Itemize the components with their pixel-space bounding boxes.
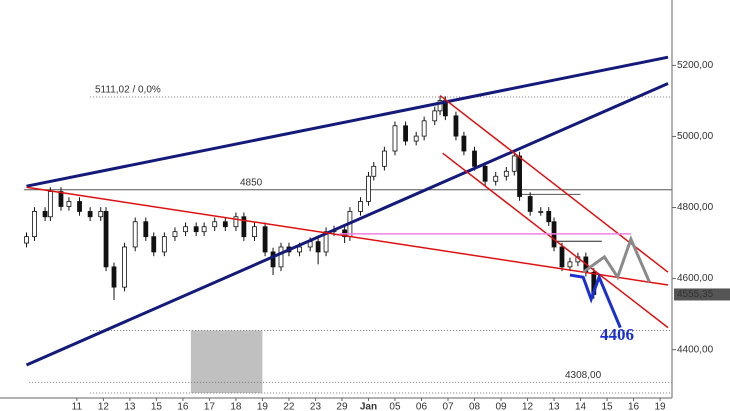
candle-body	[122, 246, 127, 288]
candle-body	[172, 231, 178, 238]
projection-line	[569, 273, 622, 329]
candle-body	[111, 266, 117, 288]
x-tick-label: 15	[601, 402, 613, 411]
shaded-region	[190, 330, 263, 394]
trend-line	[26, 55, 669, 188]
candle-body	[233, 216, 239, 228]
candle-body	[503, 170, 509, 177]
x-tick-label: 07	[442, 402, 454, 411]
candle-body	[323, 231, 329, 253]
x-tick-label: 06	[416, 402, 428, 411]
last-price-label: 4555,35	[677, 289, 714, 300]
candle-body	[567, 261, 573, 268]
reference-label: 4308,00	[565, 370, 602, 381]
candle-body	[47, 191, 53, 218]
x-tick-label: 14	[575, 402, 587, 411]
candle-body	[493, 175, 499, 182]
candle-body	[24, 236, 29, 244]
candle-body	[278, 246, 284, 268]
candle-body	[453, 115, 459, 137]
candle-body	[222, 221, 228, 228]
candle-body	[262, 226, 268, 253]
x-tick-label: 16	[177, 402, 189, 411]
candle-body	[517, 155, 522, 197]
y-tick-label: 4600,00	[677, 273, 714, 284]
candle-body	[432, 110, 438, 122]
candle-body	[461, 135, 467, 152]
x-tick-label: 09	[495, 402, 507, 411]
x-tick-label: 23	[310, 402, 322, 411]
x-tick-label: 12	[522, 402, 534, 411]
candle-body	[161, 236, 167, 253]
candle-body	[413, 135, 419, 142]
candle-body	[193, 226, 199, 233]
candle-body	[32, 211, 37, 238]
candle-body	[58, 191, 64, 207]
candle-body	[559, 246, 565, 268]
x-tick-label: 19	[257, 402, 269, 411]
candle-body	[98, 211, 104, 218]
candle-body	[358, 201, 363, 212]
y-tick-label: 4400,00	[677, 344, 714, 355]
candle-body	[77, 201, 82, 212]
candle-body	[392, 125, 398, 152]
x-tick-label: 13	[548, 402, 560, 411]
x-tick-label: 19	[655, 402, 667, 411]
x-tick-label: 05	[389, 402, 401, 411]
candle-body	[270, 251, 276, 268]
last-price-box	[674, 288, 730, 301]
candle-body	[472, 150, 477, 167]
candle-body	[201, 226, 207, 233]
candle-body	[381, 150, 387, 167]
trend-line	[442, 152, 669, 329]
x-tick-label: 13	[124, 402, 136, 411]
candle-body	[151, 236, 157, 253]
x-tick-label: Jan	[360, 402, 377, 411]
candle-body	[143, 221, 149, 238]
reference-label: 4850	[240, 177, 263, 188]
x-tick-label: 15	[151, 402, 163, 411]
candle-body	[371, 165, 377, 177]
x-tick-label: 17	[204, 402, 216, 411]
trend-line	[25, 82, 669, 367]
x-tick-label: 08	[469, 402, 481, 411]
candle-body	[297, 246, 302, 253]
y-tick-label: 5000,00	[677, 131, 714, 142]
candle-body	[132, 221, 138, 248]
candle-body	[241, 216, 247, 238]
projection-line	[582, 235, 651, 283]
candle-body	[511, 155, 517, 172]
x-tick-label: 29	[336, 402, 348, 411]
candle-body	[42, 211, 48, 218]
candle-body	[538, 211, 544, 213]
y-tick-label: 4800,00	[677, 202, 714, 213]
candle-body	[437, 100, 443, 112]
candle-body	[183, 226, 188, 233]
candle-body	[66, 201, 72, 207]
candle-body	[403, 125, 408, 142]
x-tick-label: 18	[230, 402, 242, 411]
x-tick-label: 12	[98, 402, 110, 411]
annotation: 4406	[600, 325, 634, 344]
x-tick-label: 11	[72, 402, 83, 411]
candle-body	[527, 196, 533, 212]
candle-body	[87, 211, 93, 218]
candle-body	[315, 241, 321, 253]
candle-body	[366, 175, 371, 202]
x-tick-label: 22	[283, 402, 295, 411]
candle-body	[421, 120, 427, 137]
candle-body	[103, 211, 109, 268]
candle-body	[546, 211, 552, 223]
candle-body	[482, 165, 488, 182]
reference-label: 5111,02 / 0,0%	[95, 85, 161, 96]
candle-body	[212, 221, 218, 228]
candle-body	[252, 226, 257, 238]
trend-line	[26, 186, 669, 286]
y-tick-label: 5200,00	[677, 60, 714, 71]
x-tick-label: 16	[628, 402, 640, 411]
